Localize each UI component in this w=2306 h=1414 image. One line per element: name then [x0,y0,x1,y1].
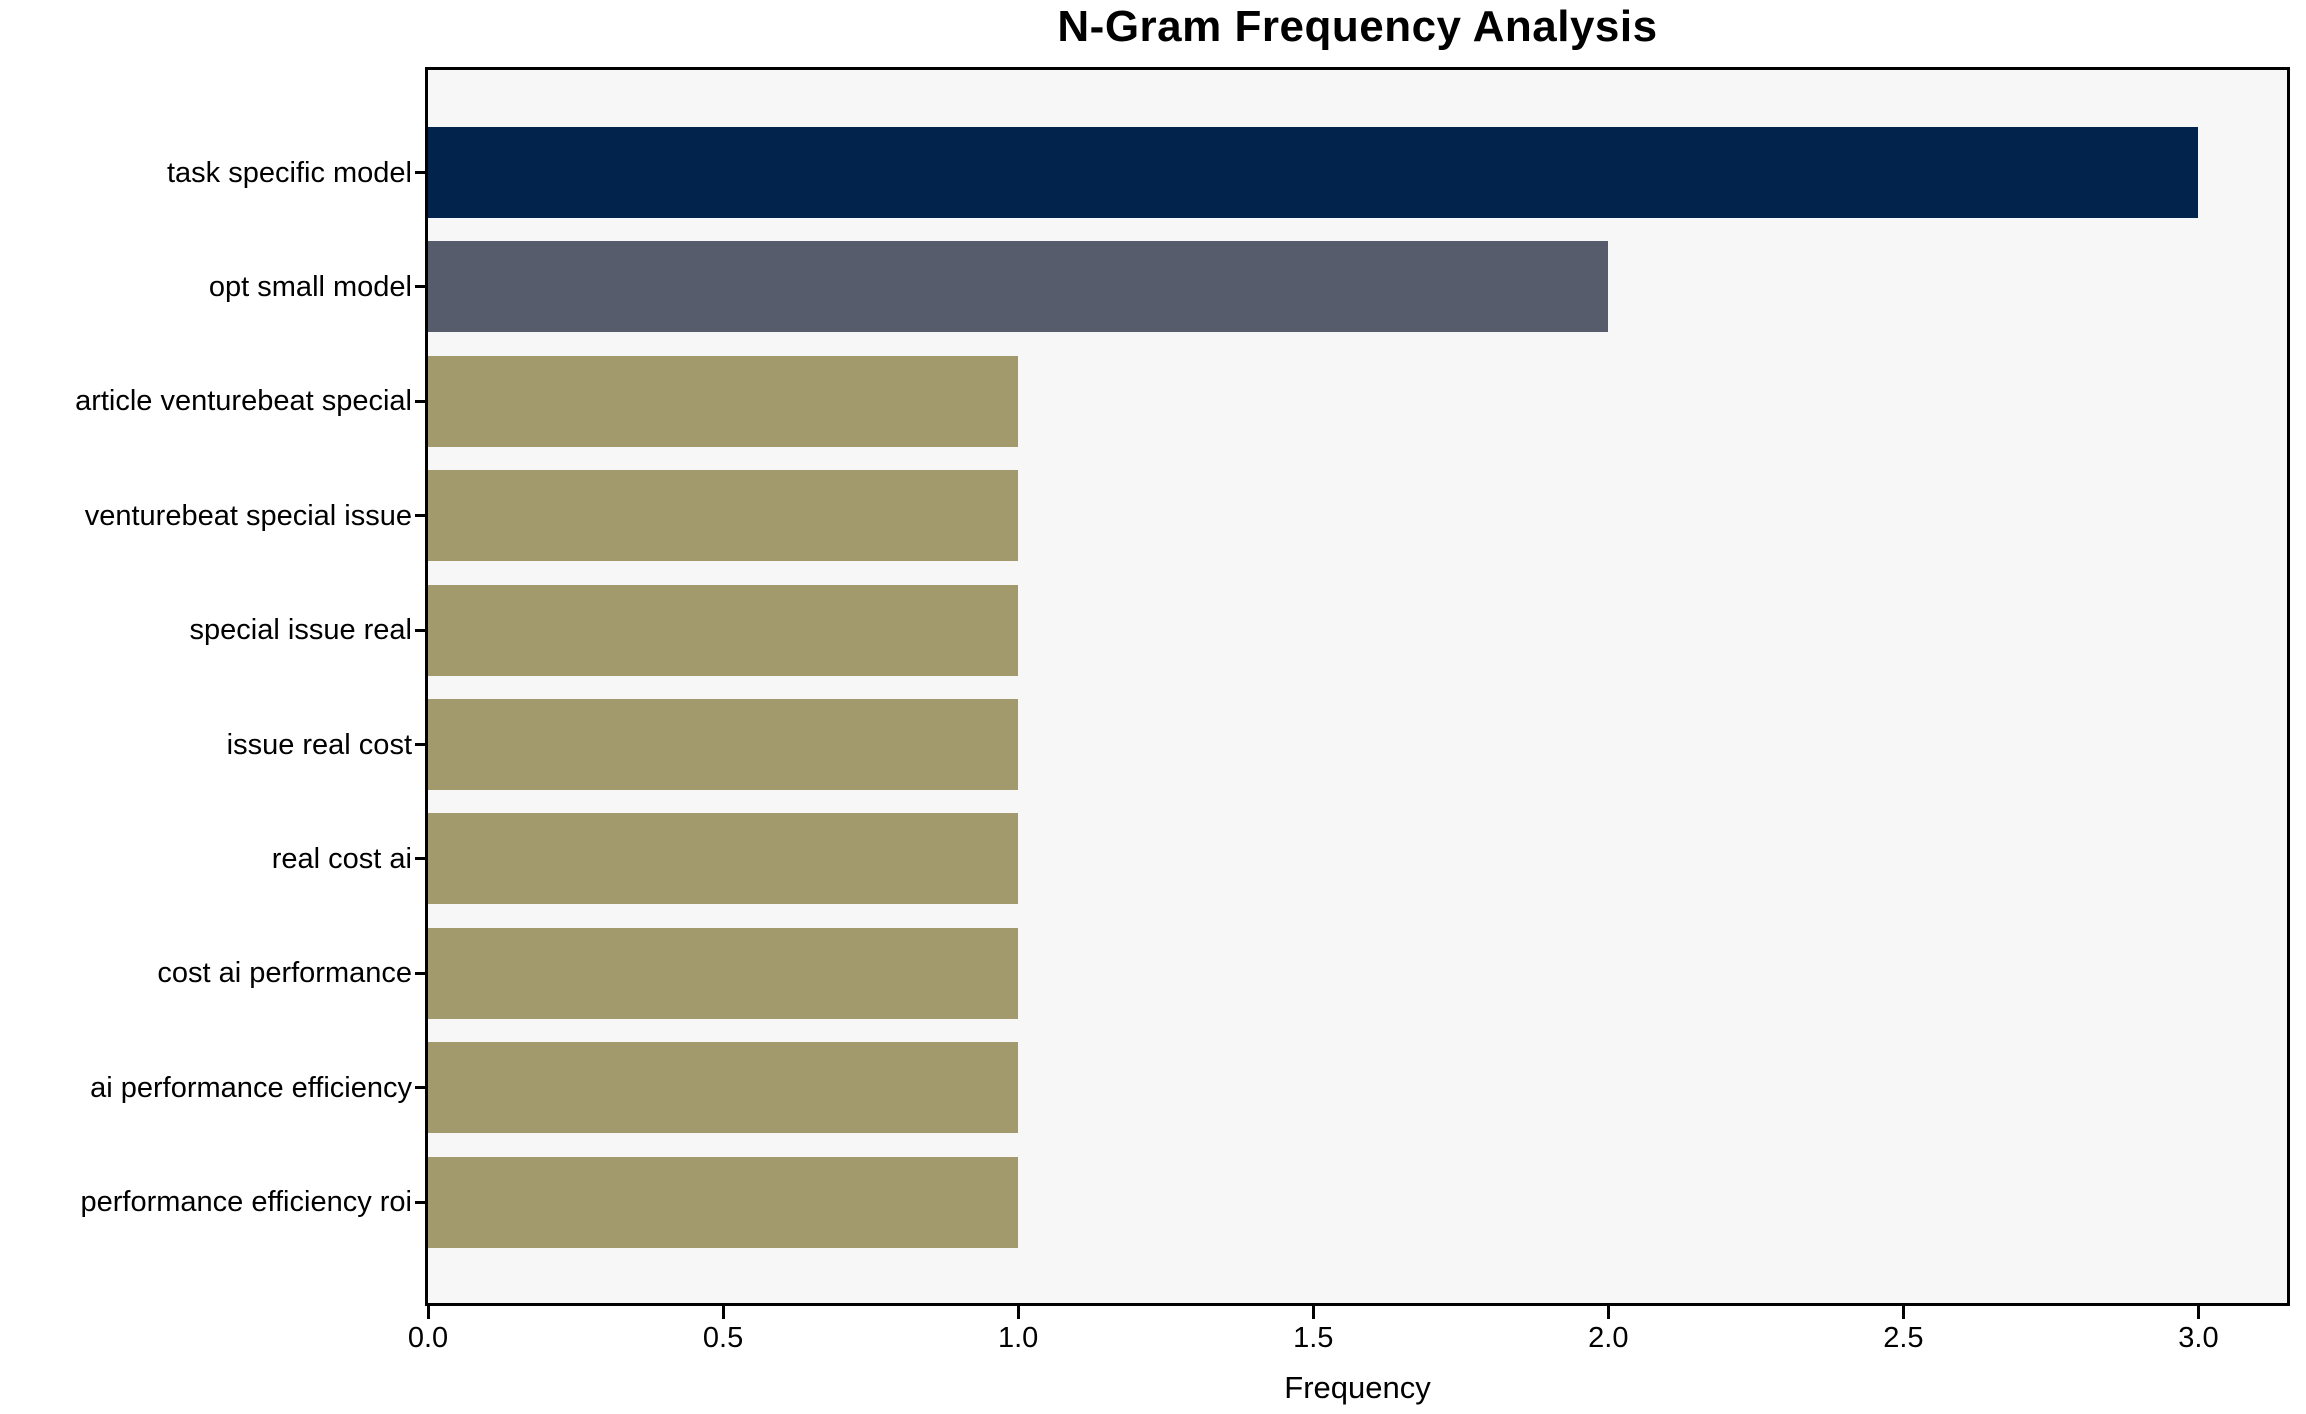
y-tick-label: special issue real [189,614,412,647]
x-tick-label: 1.0 [997,1322,1039,1354]
x-tick-mark [2196,1306,2200,1319]
x-tick-label: 3.0 [2178,1322,2219,1354]
x-tick-mark [1016,1306,1020,1319]
bar [428,470,1019,562]
y-tick-label: opt small model [208,270,412,303]
bar [428,584,1019,676]
y-tick-label: cost ai performance [157,957,412,990]
y-tick-label: task specific model [167,156,412,189]
x-axis-label: Frequency [1284,1370,1431,1405]
bar [428,1042,1019,1134]
bar [428,241,1609,333]
y-tick-label: article venturebeat special [75,385,412,418]
x-tick-label: 0.0 [407,1322,449,1354]
y-tick-label: real cost ai [271,842,412,875]
bar [428,355,1019,447]
x-tick-label: 2.5 [1883,1322,1924,1354]
x-tick-mark [1606,1306,1610,1319]
y-tick-mark [415,857,428,861]
x-tick-label: 2.0 [1588,1322,1629,1354]
y-tick-mark [415,628,428,632]
x-tick-mark [1901,1306,1905,1319]
bar [428,927,1019,1019]
chart-title: N-Gram Frequency Analysis [1057,2,1658,51]
y-tick-label: venturebeat special issue [84,499,412,532]
y-tick-label: ai performance efficiency [90,1071,412,1104]
bar [428,813,1019,905]
x-tick-mark [721,1306,725,1319]
bar [428,699,1019,790]
y-tick-mark [415,285,428,289]
x-tick-mark [426,1306,430,1319]
x-tick-label: 0.5 [702,1322,744,1354]
y-tick-mark [415,399,428,403]
bar [428,1156,1019,1248]
x-tick-mark [1311,1306,1315,1319]
y-tick-mark [415,971,428,975]
y-tick-label: performance efficiency roi [80,1186,412,1219]
y-tick-mark [415,1200,428,1204]
y-tick-label: issue real cost [226,728,412,761]
x-tick-label: 1.5 [1293,1322,1334,1354]
y-tick-mark [415,1086,428,1090]
bar [428,127,2199,218]
y-tick-mark [415,171,428,174]
y-tick-mark [415,743,428,746]
y-tick-mark [415,514,428,518]
plot-area [425,67,2290,1306]
